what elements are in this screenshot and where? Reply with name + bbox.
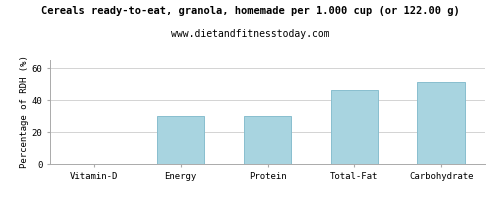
Y-axis label: Percentage of RDH (%): Percentage of RDH (%) <box>20 56 29 168</box>
Bar <box>330 90 378 164</box>
Bar <box>418 82 465 164</box>
Text: Cereals ready-to-eat, granola, homemade per 1.000 cup (or 122.00 g): Cereals ready-to-eat, granola, homemade … <box>40 6 460 16</box>
Bar <box>156 116 204 164</box>
Bar <box>244 116 292 164</box>
Text: www.dietandfitnesstoday.com: www.dietandfitnesstoday.com <box>170 29 330 39</box>
